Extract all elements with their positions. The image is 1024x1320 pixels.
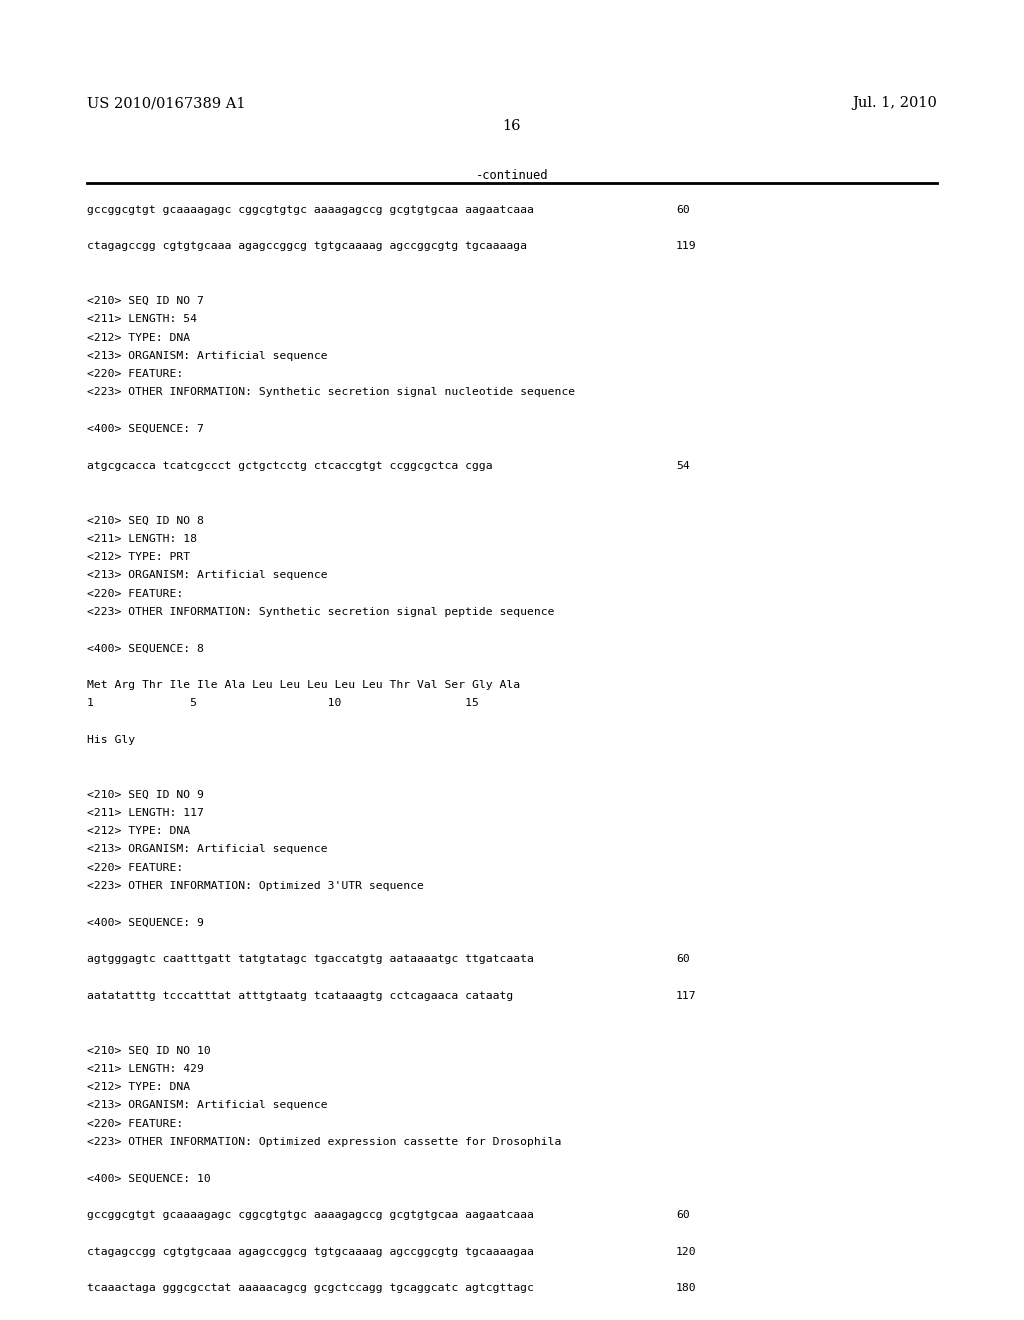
Text: <211> LENGTH: 54: <211> LENGTH: 54 — [87, 314, 197, 325]
Text: 16: 16 — [503, 119, 521, 133]
Text: tcaaactaga gggcgcctat aaaaacagcg gcgctccagg tgcaggcatc agtcgttagc: tcaaactaga gggcgcctat aaaaacagcg gcgctcc… — [87, 1283, 534, 1294]
Text: gccggcgtgt gcaaaagagc cggcgtgtgc aaaagagccg gcgtgtgcaa aagaatcaaa: gccggcgtgt gcaaaagagc cggcgtgtgc aaaagag… — [87, 1210, 534, 1220]
Text: <212> TYPE: DNA: <212> TYPE: DNA — [87, 1082, 190, 1092]
Text: -continued: -continued — [476, 169, 548, 182]
Text: 119: 119 — [676, 242, 696, 251]
Text: 180: 180 — [676, 1283, 696, 1294]
Text: <213> ORGANISM: Artificial sequence: <213> ORGANISM: Artificial sequence — [87, 570, 328, 581]
Text: <213> ORGANISM: Artificial sequence: <213> ORGANISM: Artificial sequence — [87, 845, 328, 854]
Text: gccggcgtgt gcaaaagagc cggcgtgtgc aaaagagccg gcgtgtgcaa aagaatcaaa: gccggcgtgt gcaaaagagc cggcgtgtgc aaaagag… — [87, 205, 534, 215]
Text: 54: 54 — [676, 461, 689, 470]
Text: <400> SEQUENCE: 10: <400> SEQUENCE: 10 — [87, 1173, 211, 1184]
Text: His Gly: His Gly — [87, 735, 135, 744]
Text: 60: 60 — [676, 954, 689, 964]
Text: <212> TYPE: DNA: <212> TYPE: DNA — [87, 826, 190, 836]
Text: Met Arg Thr Ile Ile Ala Leu Leu Leu Leu Leu Thr Val Ser Gly Ala: Met Arg Thr Ile Ile Ala Leu Leu Leu Leu … — [87, 680, 520, 690]
Text: <210> SEQ ID NO 8: <210> SEQ ID NO 8 — [87, 515, 204, 525]
Text: <220> FEATURE:: <220> FEATURE: — [87, 589, 183, 598]
Text: <213> ORGANISM: Artificial sequence: <213> ORGANISM: Artificial sequence — [87, 1101, 328, 1110]
Text: <220> FEATURE:: <220> FEATURE: — [87, 863, 183, 873]
Text: <223> OTHER INFORMATION: Optimized 3'UTR sequence: <223> OTHER INFORMATION: Optimized 3'UTR… — [87, 880, 424, 891]
Text: <223> OTHER INFORMATION: Synthetic secretion signal peptide sequence: <223> OTHER INFORMATION: Synthetic secre… — [87, 607, 555, 616]
Text: 60: 60 — [676, 205, 689, 215]
Text: <223> OTHER INFORMATION: Synthetic secretion signal nucleotide sequence: <223> OTHER INFORMATION: Synthetic secre… — [87, 388, 575, 397]
Text: <400> SEQUENCE: 8: <400> SEQUENCE: 8 — [87, 643, 204, 653]
Text: 120: 120 — [676, 1246, 696, 1257]
Text: <220> FEATURE:: <220> FEATURE: — [87, 1119, 183, 1129]
Text: atgcgcacca tcatcgccct gctgctcctg ctcaccgtgt ccggcgctca cgga: atgcgcacca tcatcgccct gctgctcctg ctcaccg… — [87, 461, 493, 470]
Text: <210> SEQ ID NO 7: <210> SEQ ID NO 7 — [87, 296, 204, 306]
Text: <212> TYPE: PRT: <212> TYPE: PRT — [87, 552, 190, 562]
Text: <211> LENGTH: 117: <211> LENGTH: 117 — [87, 808, 204, 818]
Text: <400> SEQUENCE: 7: <400> SEQUENCE: 7 — [87, 424, 204, 434]
Text: <210> SEQ ID NO 9: <210> SEQ ID NO 9 — [87, 789, 204, 800]
Text: <220> FEATURE:: <220> FEATURE: — [87, 370, 183, 379]
Text: ctagagccgg cgtgtgcaaa agagccggcg tgtgcaaaag agccggcgtg tgcaaaaga: ctagagccgg cgtgtgcaaa agagccggcg tgtgcaa… — [87, 242, 527, 251]
Text: <213> ORGANISM: Artificial sequence: <213> ORGANISM: Artificial sequence — [87, 351, 328, 360]
Text: 1              5                   10                  15: 1 5 10 15 — [87, 698, 479, 709]
Text: <212> TYPE: DNA: <212> TYPE: DNA — [87, 333, 190, 343]
Text: Jul. 1, 2010: Jul. 1, 2010 — [852, 96, 937, 111]
Text: <400> SEQUENCE: 9: <400> SEQUENCE: 9 — [87, 917, 204, 928]
Text: agtgggagtc caatttgatt tatgtatagc tgaccatgtg aataaaatgc ttgatcaata: agtgggagtc caatttgatt tatgtatagc tgaccat… — [87, 954, 534, 964]
Text: <211> LENGTH: 429: <211> LENGTH: 429 — [87, 1064, 204, 1074]
Text: aatatatttg tcccatttat atttgtaatg tcataaagtg cctcagaaca cataatg: aatatatttg tcccatttat atttgtaatg tcataaa… — [87, 991, 513, 1001]
Text: <223> OTHER INFORMATION: Optimized expression cassette for Drosophila: <223> OTHER INFORMATION: Optimized expre… — [87, 1137, 561, 1147]
Text: <210> SEQ ID NO 10: <210> SEQ ID NO 10 — [87, 1045, 211, 1056]
Text: 60: 60 — [676, 1210, 689, 1220]
Text: 117: 117 — [676, 991, 696, 1001]
Text: <211> LENGTH: 18: <211> LENGTH: 18 — [87, 533, 197, 544]
Text: ctagagccgg cgtgtgcaaa agagccggcg tgtgcaaaag agccggcgtg tgcaaaagaa: ctagagccgg cgtgtgcaaa agagccggcg tgtgcaa… — [87, 1246, 534, 1257]
Text: US 2010/0167389 A1: US 2010/0167389 A1 — [87, 96, 246, 111]
